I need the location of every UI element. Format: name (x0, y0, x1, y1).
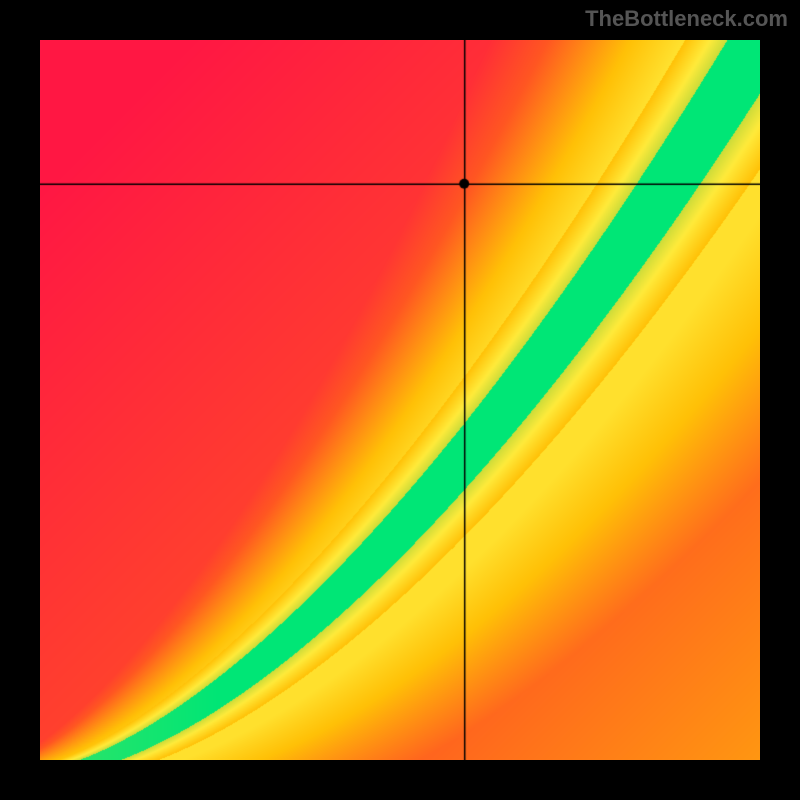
heatmap-plot (40, 40, 760, 760)
heatmap-canvas (40, 40, 760, 760)
watermark-text: TheBottleneck.com (585, 6, 788, 32)
chart-container: TheBottleneck.com (0, 0, 800, 800)
